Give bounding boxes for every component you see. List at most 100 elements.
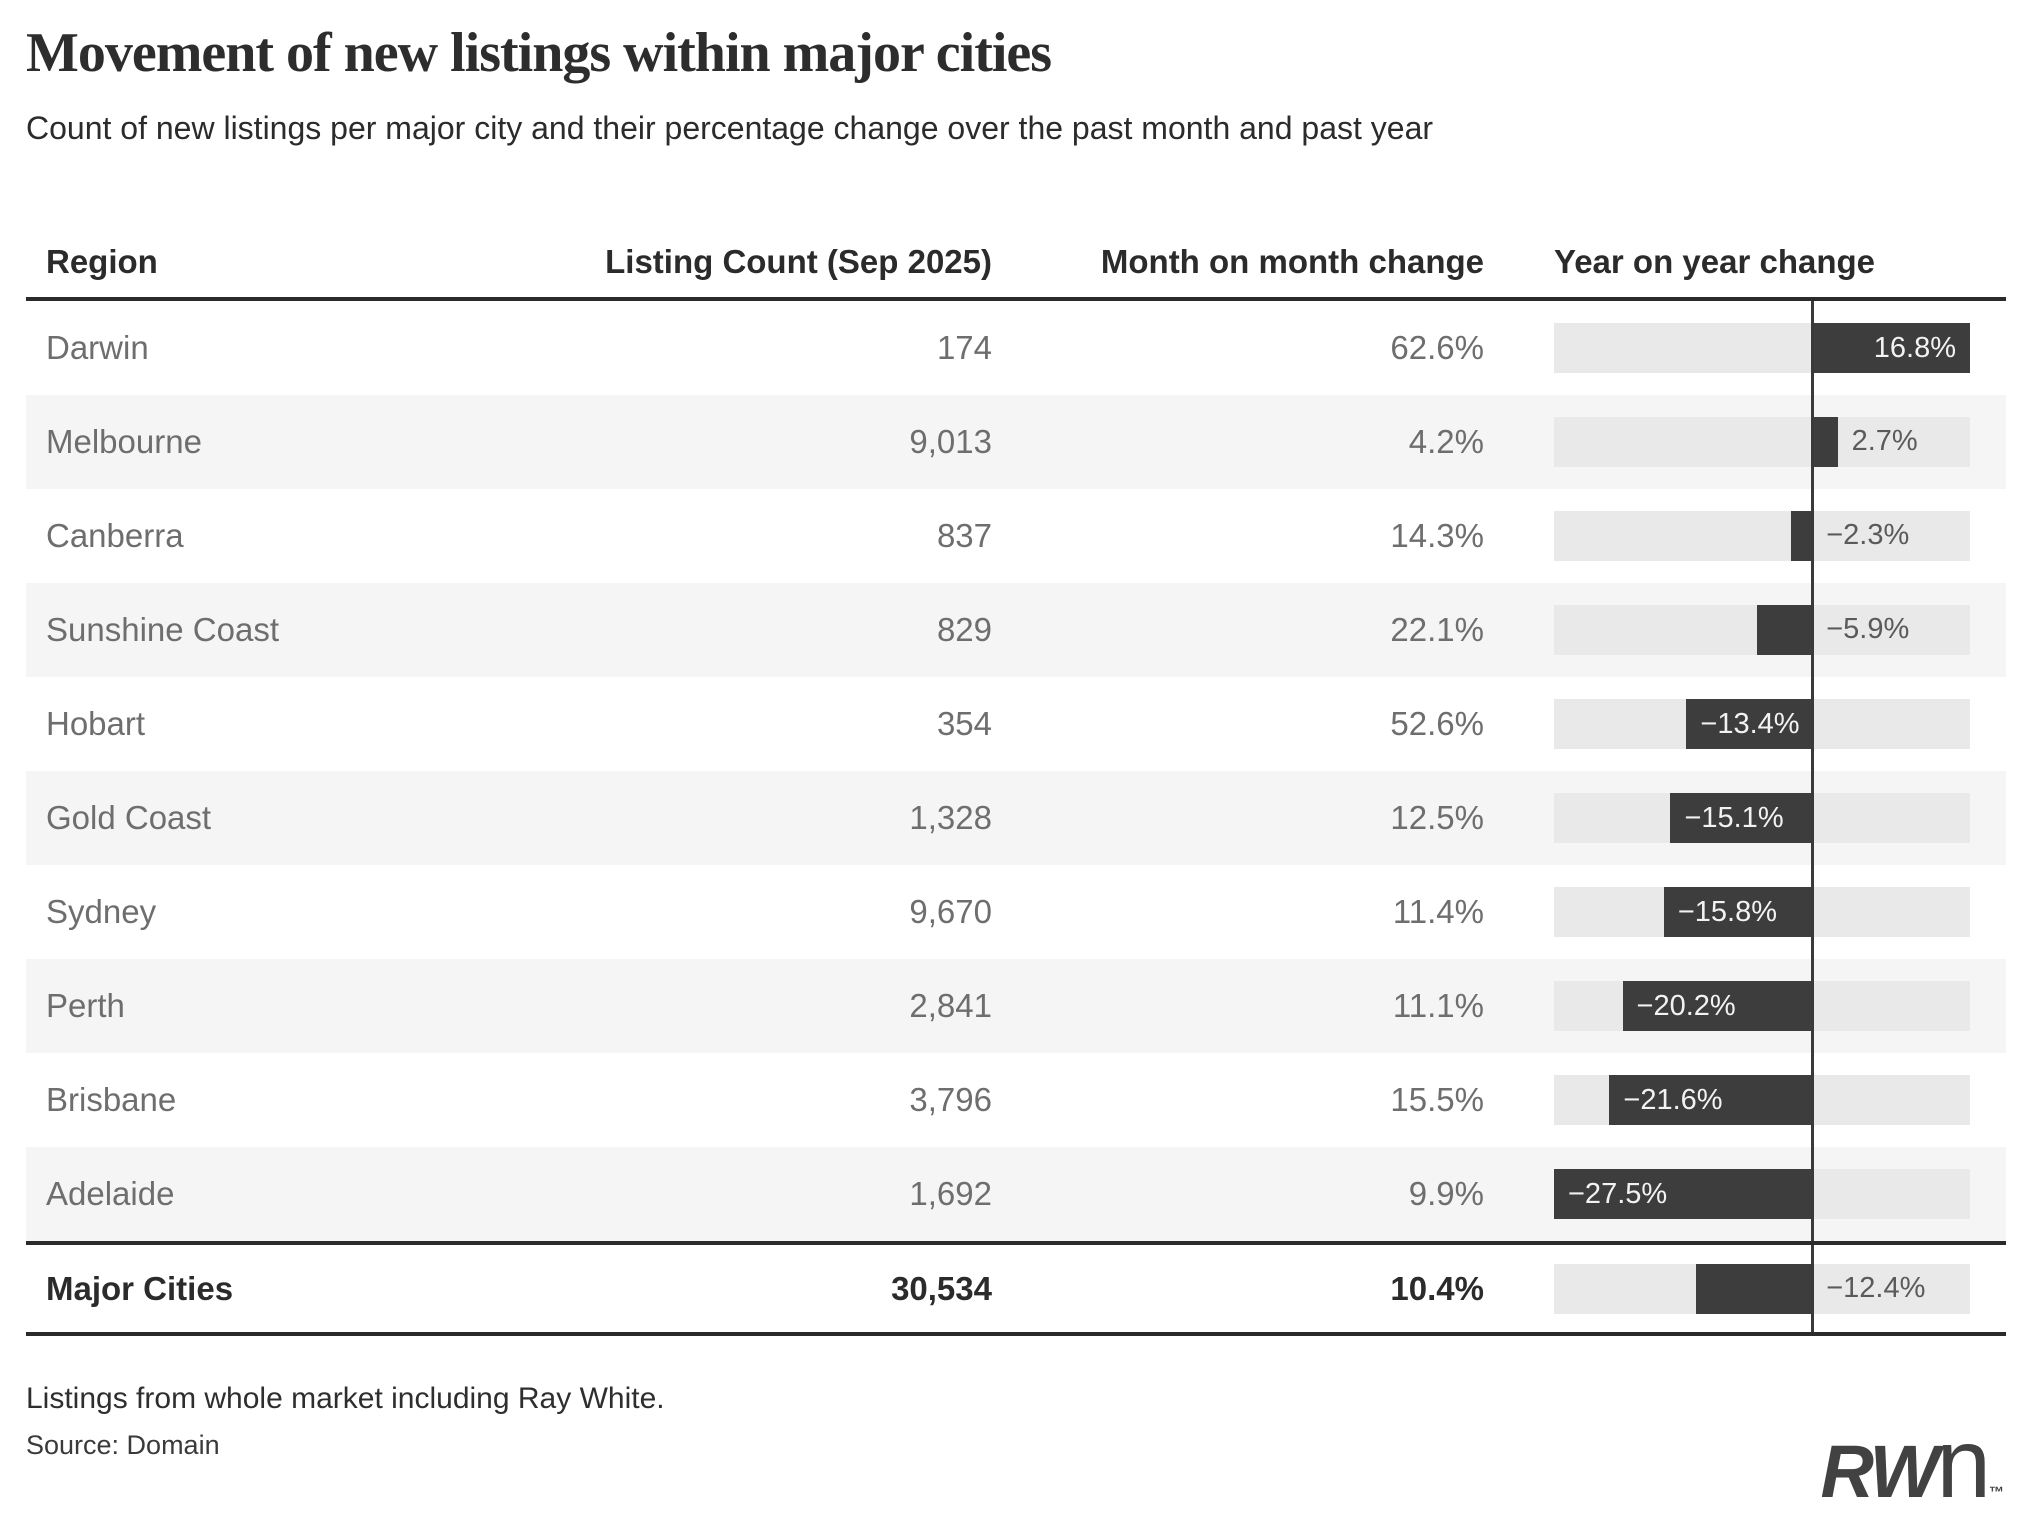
region-cell: Darwin <box>46 329 149 367</box>
mom-change-cell: 14.3% <box>1390 517 1484 555</box>
listing-count-cell: 3,796 <box>909 1081 992 1119</box>
zero-axis-line <box>1811 301 1815 396</box>
zero-axis-line <box>1811 1245 1815 1333</box>
mom-change-cell: 11.1% <box>1392 987 1484 1025</box>
zero-axis-line <box>1811 489 1815 584</box>
listing-count-cell: 1,328 <box>909 799 992 837</box>
listings-table: Region Listing Count (Sep 2025) Month on… <box>26 235 2006 1337</box>
yoy-bar-cell: −13.4% <box>1554 677 1970 772</box>
table-row: Brisbane 3,796 15.5% −21.6% <box>26 1053 2006 1148</box>
source-note: Source: Domain <box>26 1430 220 1461</box>
mom-change-cell: 9.9% <box>1408 1175 1484 1213</box>
yoy-bar: −13.4% <box>1686 699 1813 750</box>
trademark-symbol: ™ <box>1989 1484 2004 1501</box>
mom-change-cell: 52.6% <box>1390 705 1484 743</box>
listing-count-cell: 1,692 <box>909 1175 992 1213</box>
table-row: Canberra 837 14.3% −2.3% <box>26 489 2006 584</box>
zero-axis-line <box>1811 865 1815 960</box>
zero-axis-line <box>1811 583 1815 678</box>
region-cell: Major Cities <box>46 1269 234 1307</box>
col-header-listing-count: Listing Count (Sep 2025) <box>605 243 992 281</box>
yoy-bar-cell: −5.9% <box>1554 583 1970 678</box>
listing-count-cell: 9,670 <box>909 893 992 931</box>
yoy-value-label: −20.2% <box>1636 989 1736 1022</box>
yoy-bar <box>1756 605 1813 656</box>
col-header-region: Region <box>46 243 158 281</box>
table-body: Darwin 174 62.6% 16.8% Melbourne 9,013 4… <box>26 301 2006 1337</box>
yoy-bar: 16.8% <box>1812 323 1970 374</box>
yoy-value-label: −2.3% <box>1826 519 1910 552</box>
yoy-bar <box>1790 511 1813 562</box>
table-row: Gold Coast 1,328 12.5% −15.1% <box>26 771 2006 866</box>
table-row: Hobart 354 52.6% −13.4% <box>26 677 2006 772</box>
yoy-value-label: −15.1% <box>1684 801 1784 834</box>
yoy-bar: −27.5% <box>1554 1169 1813 1220</box>
mom-change-cell: 10.4% <box>1390 1269 1484 1307</box>
region-cell: Sydney <box>46 893 157 931</box>
yoy-bar: −21.6% <box>1609 1075 1813 1126</box>
zero-axis-line <box>1811 959 1815 1054</box>
zero-axis-line <box>1811 771 1815 866</box>
yoy-bar: −15.8% <box>1663 887 1813 938</box>
listing-count-cell: 829 <box>936 611 992 649</box>
yoy-value-label: 2.7% <box>1851 425 1918 458</box>
listing-count-cell: 174 <box>936 329 992 367</box>
footnote: Listings from whole market including Ray… <box>26 1382 665 1416</box>
rwn-logo: RWn™ <box>1821 1414 2004 1512</box>
yoy-bar-cell: −12.4% <box>1554 1245 1970 1333</box>
yoy-bar-cell: −2.3% <box>1554 489 1970 584</box>
table-row: Major Cities 30,534 10.4% −12.4% <box>26 1241 2006 1337</box>
mom-change-cell: 4.2% <box>1408 423 1484 461</box>
col-header-mom-change: Month on month change <box>1100 243 1484 281</box>
table-row: Melbourne 9,013 4.2% 2.7% <box>26 395 2006 490</box>
zero-axis-line <box>1811 1053 1815 1148</box>
page-title: Movement of new listings within major ci… <box>26 22 1052 84</box>
logo-rw-text: RW <box>1820 1430 1940 1513</box>
table-row: Perth 2,841 11.1% −20.2% <box>26 959 2006 1054</box>
yoy-value-label: −13.4% <box>1700 707 1800 740</box>
yoy-bar <box>1695 1263 1813 1314</box>
zero-axis-line <box>1811 677 1815 772</box>
listing-count-cell: 30,534 <box>891 1269 992 1307</box>
yoy-bar <box>1812 417 1838 468</box>
zero-axis-line <box>1811 395 1815 490</box>
yoy-value-label: −21.6% <box>1623 1083 1723 1116</box>
region-cell: Sunshine Coast <box>46 611 279 649</box>
col-header-yoy-change: Year on year change <box>1554 243 1875 281</box>
yoy-bar-cell: −27.5% <box>1554 1147 1970 1242</box>
zero-axis-line <box>1811 1147 1815 1242</box>
region-cell: Canberra <box>46 517 184 555</box>
table-row: Adelaide 1,692 9.9% −27.5% <box>26 1147 2006 1242</box>
region-cell: Hobart <box>46 705 146 743</box>
yoy-bar-track <box>1554 417 1970 468</box>
page-subtitle: Count of new listings per major city and… <box>26 109 1434 146</box>
region-cell: Melbourne <box>46 423 202 461</box>
logo-n-text: n <box>1936 1408 1990 1518</box>
yoy-value-label: −12.4% <box>1826 1271 1926 1304</box>
yoy-bar: −15.1% <box>1670 793 1813 844</box>
mom-change-cell: 11.4% <box>1392 893 1484 931</box>
yoy-bar-cell: 2.7% <box>1554 395 1970 490</box>
mom-change-cell: 12.5% <box>1390 799 1484 837</box>
listing-count-cell: 837 <box>936 517 992 555</box>
mom-change-cell: 62.6% <box>1390 329 1484 367</box>
yoy-value-label: −15.8% <box>1677 895 1778 928</box>
yoy-bar-cell: 16.8% <box>1554 301 1970 396</box>
region-cell: Perth <box>46 987 125 1025</box>
table-row: Sunshine Coast 829 22.1% −5.9% <box>26 583 2006 678</box>
yoy-bar: −20.2% <box>1622 981 1813 1032</box>
region-cell: Gold Coast <box>46 799 212 837</box>
yoy-bar-cell: −15.1% <box>1554 771 1970 866</box>
table-header-row: Region Listing Count (Sep 2025) Month on… <box>26 235 2006 302</box>
region-cell: Adelaide <box>46 1175 175 1213</box>
yoy-bar-track <box>1554 511 1970 562</box>
mom-change-cell: 22.1% <box>1390 611 1484 649</box>
yoy-bar-cell: −20.2% <box>1554 959 1970 1054</box>
yoy-value-label: 16.8% <box>1873 331 1956 364</box>
yoy-value-label: −5.9% <box>1826 613 1910 646</box>
yoy-bar-cell: −21.6% <box>1554 1053 1970 1148</box>
listing-count-cell: 354 <box>936 705 992 743</box>
yoy-value-label: −27.5% <box>1568 1177 1668 1210</box>
yoy-bar-cell: −15.8% <box>1554 865 1970 960</box>
listing-count-cell: 9,013 <box>909 423 992 461</box>
